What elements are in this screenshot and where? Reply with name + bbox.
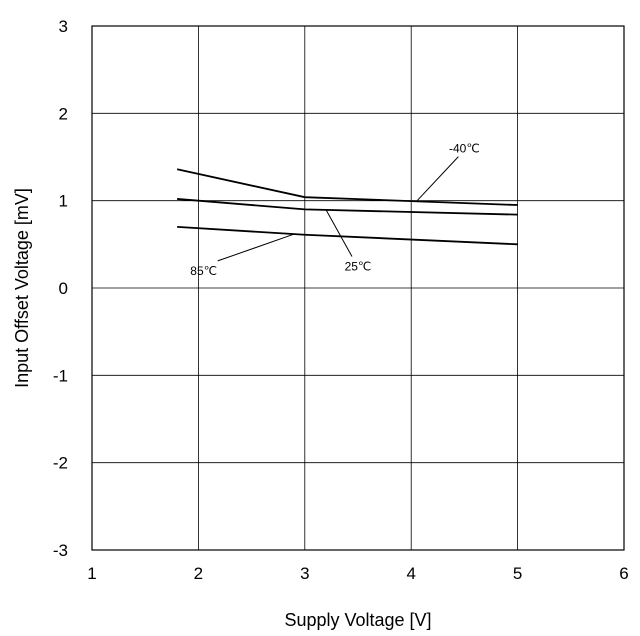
x-tick-label: 5	[513, 564, 522, 583]
annotation-leader	[416, 156, 459, 202]
series-line	[177, 225, 518, 246]
series-label: 85℃	[190, 264, 217, 278]
plot-frame	[91, 25, 625, 551]
y-tick-label: 1	[59, 192, 68, 211]
x-tick-label: 4	[406, 564, 415, 583]
x-tick-label: 1	[87, 564, 96, 583]
annotation-leader	[325, 209, 353, 257]
annotation-leader	[217, 233, 295, 262]
series-line	[177, 198, 518, 216]
x-tick-label: 2	[194, 564, 203, 583]
grid	[92, 26, 624, 550]
y-tick-label: 3	[59, 17, 68, 36]
y-tick-label: -1	[53, 366, 68, 385]
y-tick-label: 2	[59, 104, 68, 123]
y-axis-title: Input Offset Voltage [mV]	[12, 188, 32, 388]
y-tick-label: 0	[59, 279, 68, 298]
y-tick-label: -3	[53, 541, 68, 560]
series-label: -40℃	[449, 142, 480, 156]
x-tick-label: 6	[619, 564, 628, 583]
y-tick-label: -2	[53, 454, 68, 473]
series-layer: -40℃ 25℃ 85℃	[176, 142, 518, 278]
series-label: 25℃	[345, 260, 372, 274]
tick-labels: 1 2 3 4 5 6 3 2 1 0 -1 -2 -3	[53, 17, 629, 583]
x-tick-label: 3	[300, 564, 309, 583]
x-axis-title: Supply Voltage [V]	[284, 610, 431, 630]
series-line	[176, 168, 518, 206]
